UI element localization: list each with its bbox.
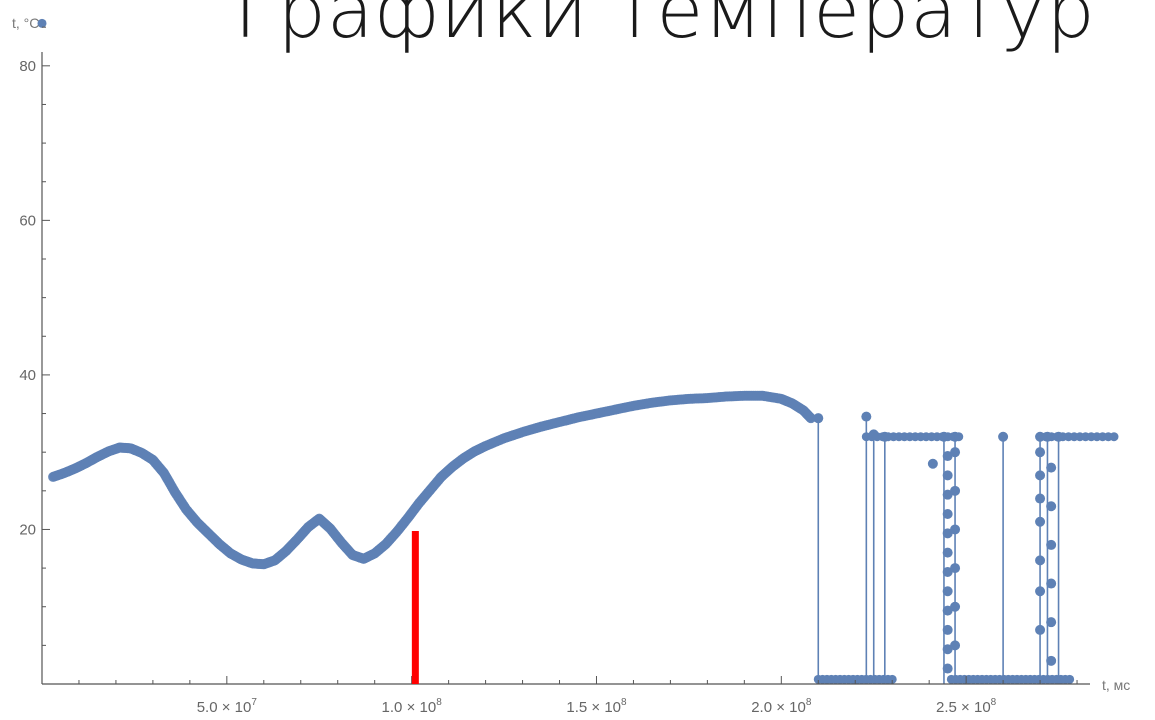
y-tick-label: 80	[19, 58, 36, 75]
x-axis-label: t, мс	[1102, 677, 1130, 693]
plateau-point	[1109, 432, 1119, 442]
page-title: Графики температур	[234, 0, 1096, 55]
x-tick-label: 5.0 × 107	[197, 697, 258, 716]
x-tick-mantissa: 2.5 × 10	[936, 699, 991, 716]
x-tick-label: 1.0 × 108	[382, 697, 443, 716]
x-tick-exponent: 8	[436, 697, 442, 708]
cluster-point	[942, 644, 953, 655]
cluster-point	[942, 605, 953, 616]
x-tick-mantissa: 5.0 × 10	[197, 699, 252, 716]
cluster-point	[1035, 447, 1046, 458]
dropout-point	[813, 413, 824, 424]
x-tick-exponent: 7	[251, 697, 257, 708]
cluster-point	[950, 485, 961, 496]
cluster-point	[942, 586, 953, 597]
x-tick-exponent: 8	[806, 697, 812, 708]
cluster-point	[1035, 493, 1046, 504]
cluster-point	[1035, 586, 1046, 597]
cluster-point	[1035, 624, 1046, 635]
cluster-point	[1035, 516, 1046, 527]
x-tick-exponent: 8	[621, 697, 627, 708]
data-point	[805, 413, 816, 424]
zero-point	[887, 674, 897, 684]
x-tick-exponent: 8	[991, 697, 997, 708]
dropout-point	[998, 431, 1009, 442]
cluster-point	[942, 547, 953, 558]
cluster-point	[942, 663, 953, 674]
cluster-point	[942, 509, 953, 519]
cluster-point	[942, 566, 953, 577]
cluster-point	[1046, 539, 1057, 550]
cluster-point	[950, 563, 961, 574]
cluster-point	[950, 640, 961, 651]
x-tick-label: 1.5 × 108	[566, 697, 627, 716]
cluster-point	[1046, 501, 1057, 512]
series-layer	[37, 18, 1119, 684]
cluster-point	[942, 489, 953, 500]
zero-point	[1065, 674, 1075, 684]
cluster-point	[942, 624, 953, 635]
cluster-point	[1046, 578, 1057, 589]
y-tick-label: 20	[19, 521, 36, 538]
x-tick-label: 2.5 × 108	[936, 697, 997, 716]
data-point-initial	[37, 18, 47, 28]
cluster-point	[927, 458, 938, 469]
x-tick-mantissa: 1.0 × 10	[382, 699, 437, 716]
dropout-point	[861, 411, 872, 422]
cluster-point	[942, 528, 953, 539]
cluster-point	[1046, 655, 1057, 666]
cluster-point	[1035, 470, 1046, 481]
cluster-point	[950, 447, 961, 458]
x-tick-mantissa: 1.5 × 10	[566, 699, 621, 716]
cluster-point	[1046, 617, 1057, 628]
cluster-point	[1035, 555, 1046, 566]
plateau-point	[954, 432, 964, 442]
y-tick-label: 40	[19, 367, 36, 384]
cluster-point	[950, 601, 961, 612]
cluster-point	[950, 524, 961, 535]
cluster-point	[942, 470, 953, 481]
y-tick-label: 60	[19, 212, 36, 229]
x-tick-mantissa: 2.0 × 10	[751, 699, 806, 716]
cluster-point	[1046, 462, 1057, 473]
cluster-point	[942, 451, 953, 462]
y-axis-label: t, °C	[12, 15, 39, 31]
x-tick-label: 2.0 × 108	[751, 697, 812, 716]
